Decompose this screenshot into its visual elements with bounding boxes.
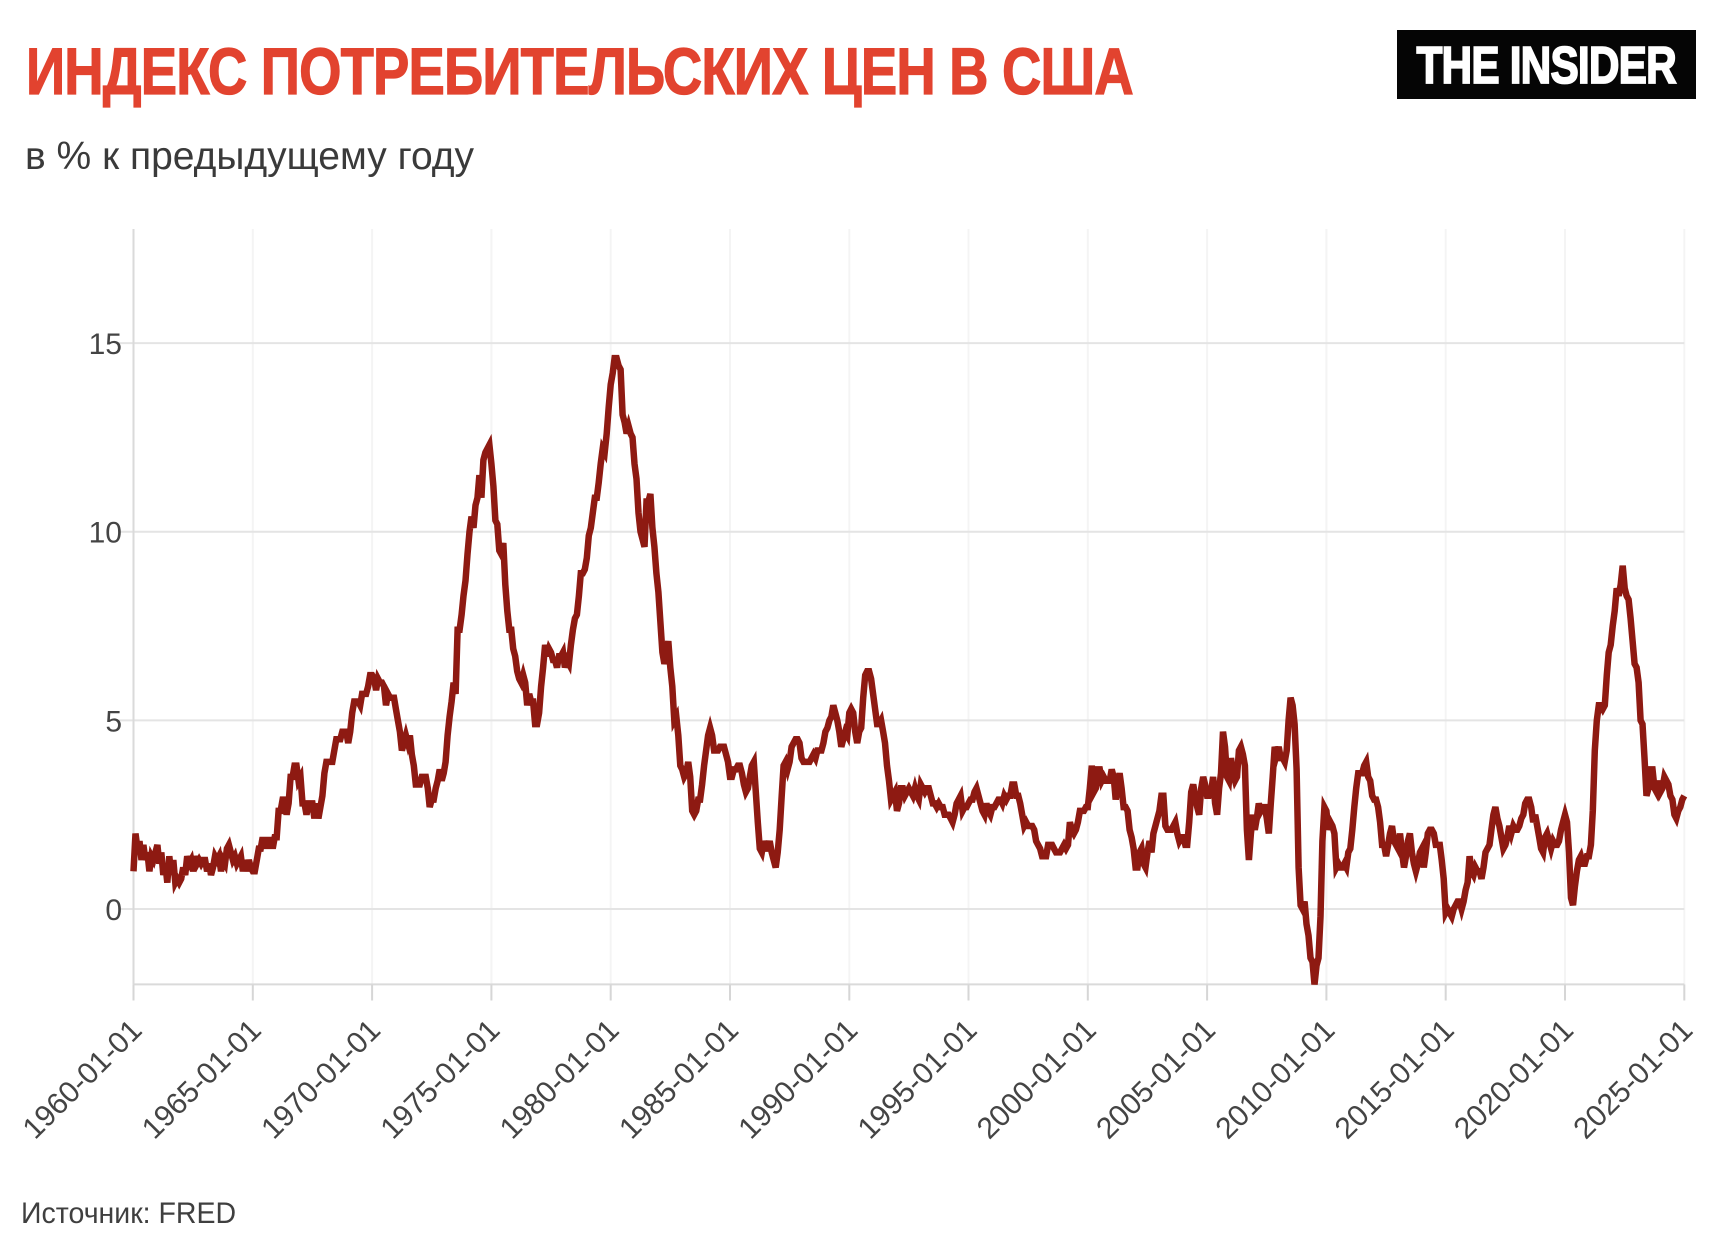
svg-text:15: 15 (89, 328, 122, 361)
svg-text:1985-01-01: 1985-01-01 (613, 1014, 745, 1146)
svg-text:1975-01-01: 1975-01-01 (374, 1014, 506, 1146)
svg-text:5: 5 (105, 705, 122, 738)
svg-text:1970-01-01: 1970-01-01 (255, 1014, 387, 1146)
svg-text:1995-01-01: 1995-01-01 (852, 1014, 984, 1146)
svg-text:2010-01-01: 2010-01-01 (1209, 1014, 1341, 1146)
svg-text:1960-01-01: 1960-01-01 (17, 1014, 149, 1146)
svg-text:0: 0 (105, 894, 122, 927)
svg-text:2015-01-01: 2015-01-01 (1329, 1014, 1461, 1146)
svg-text:2005-01-01: 2005-01-01 (1090, 1014, 1222, 1146)
svg-text:2025-01-01: 2025-01-01 (1567, 1014, 1699, 1146)
svg-text:1965-01-01: 1965-01-01 (136, 1014, 268, 1146)
svg-text:2000-01-01: 2000-01-01 (971, 1014, 1103, 1146)
svg-text:2020-01-01: 2020-01-01 (1448, 1014, 1580, 1146)
svg-text:1980-01-01: 1980-01-01 (494, 1014, 626, 1146)
svg-text:10: 10 (89, 517, 122, 550)
svg-text:1990-01-01: 1990-01-01 (732, 1014, 864, 1146)
